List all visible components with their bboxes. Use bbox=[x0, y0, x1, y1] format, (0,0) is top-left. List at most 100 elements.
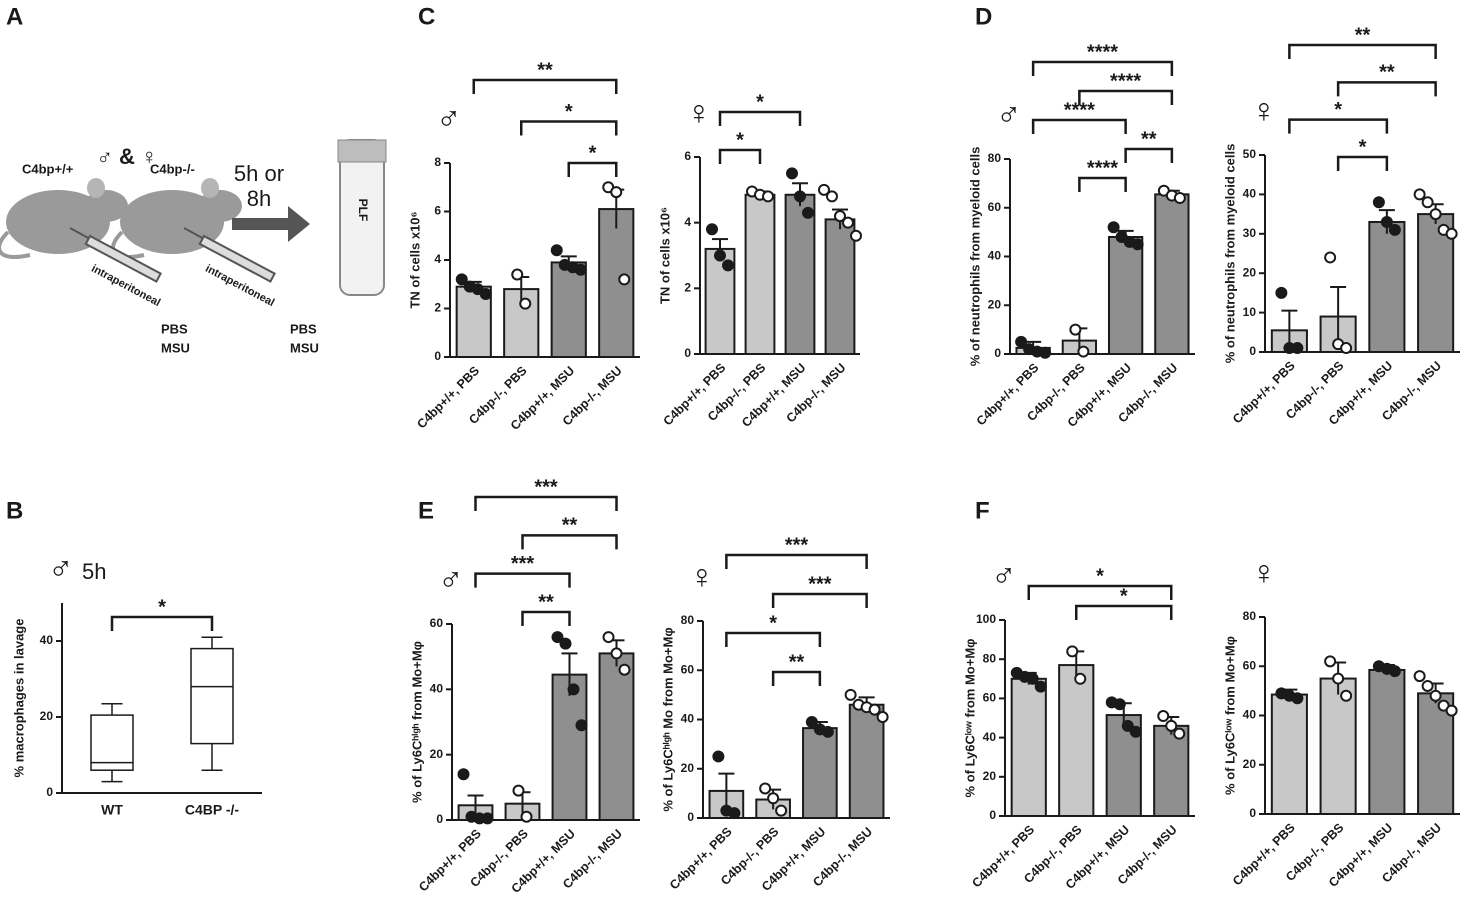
y-tick-label: 4 bbox=[684, 215, 691, 229]
data-point bbox=[805, 715, 818, 728]
data-point bbox=[511, 268, 524, 281]
time: 5h or bbox=[234, 161, 284, 186]
y-tick-label: 20 bbox=[983, 769, 997, 783]
y-tick-label: 40 bbox=[1243, 187, 1257, 201]
significance-label: *** bbox=[808, 573, 832, 595]
data-point bbox=[1034, 680, 1047, 693]
y-tick-label: 60 bbox=[430, 616, 444, 630]
data-point bbox=[457, 768, 470, 781]
significance-label: ** bbox=[562, 515, 578, 537]
y-tick-label: 20 bbox=[681, 761, 695, 775]
bar bbox=[1107, 236, 1144, 355]
panel-label: D bbox=[975, 3, 992, 30]
significance-bracket bbox=[1288, 43, 1437, 59]
y-tick-label: 0 bbox=[436, 812, 443, 826]
y-tick-label: 0 bbox=[1249, 344, 1256, 358]
significance-label: ** bbox=[537, 59, 553, 81]
tube-cap bbox=[337, 139, 387, 163]
data-point bbox=[512, 784, 525, 797]
x-tick-label: C4BP -/- bbox=[185, 802, 240, 818]
data-point bbox=[1129, 725, 1142, 738]
data-point bbox=[618, 663, 631, 676]
data-point bbox=[1113, 698, 1126, 711]
panel-label: C bbox=[418, 3, 435, 30]
y-tick-label: 60 bbox=[681, 662, 695, 676]
panel-label: B bbox=[6, 497, 23, 524]
significance-bracket bbox=[1288, 118, 1389, 134]
y-tick-label: 60 bbox=[983, 691, 997, 705]
y-tick-label: 0 bbox=[994, 346, 1001, 360]
data-point bbox=[794, 190, 806, 203]
bar bbox=[1417, 213, 1455, 353]
data-point bbox=[1388, 223, 1401, 236]
significance-label: *** bbox=[785, 534, 809, 556]
data-point bbox=[1332, 672, 1345, 685]
significance-bracket bbox=[521, 610, 571, 626]
y-axis-label: % of Ly6Cʰⁱᵍʰ Mo from Mo+Mφ bbox=[660, 627, 675, 811]
significance-label: **** bbox=[1110, 70, 1141, 92]
data-point bbox=[1066, 645, 1079, 658]
y-tick-label: 6 bbox=[684, 149, 691, 163]
significance-label: **** bbox=[1087, 41, 1118, 63]
y-tick-label: 6 bbox=[434, 204, 441, 218]
y-tick-label: 0 bbox=[684, 346, 691, 360]
data-point bbox=[520, 810, 533, 823]
y-tick-label: 80 bbox=[681, 613, 695, 627]
data-point bbox=[1421, 679, 1434, 692]
significance-bracket bbox=[1336, 155, 1389, 171]
y-tick-label: 50 bbox=[1243, 147, 1257, 161]
y-tick-label: 60 bbox=[988, 200, 1002, 214]
data-point bbox=[1380, 215, 1393, 228]
data-point bbox=[1026, 672, 1039, 685]
data-point bbox=[1275, 286, 1288, 299]
significance-bracket bbox=[567, 161, 618, 177]
data-point bbox=[1429, 208, 1442, 221]
data-point bbox=[519, 297, 532, 310]
significance-bracket bbox=[474, 572, 571, 588]
significance-label: * bbox=[1120, 585, 1128, 607]
y-tick-label: 20 bbox=[1243, 757, 1257, 771]
significance-bracket bbox=[1031, 118, 1127, 134]
panel-label: F bbox=[975, 497, 990, 524]
significance-bracket bbox=[474, 495, 618, 511]
significance-bracket bbox=[1336, 81, 1437, 97]
treatment: PBS bbox=[161, 321, 188, 336]
data-point bbox=[786, 167, 798, 180]
data-point bbox=[575, 719, 588, 732]
strain: C4bp-/- bbox=[150, 161, 195, 176]
bar bbox=[1368, 220, 1406, 353]
data-point bbox=[844, 688, 857, 701]
data-point bbox=[610, 186, 623, 199]
y-tick-label: 0 bbox=[1249, 806, 1256, 820]
y-tick-label: 0 bbox=[46, 785, 53, 799]
data-point bbox=[706, 223, 718, 236]
significance-bracket bbox=[718, 148, 762, 164]
y-tick-label: 40 bbox=[988, 249, 1002, 263]
bar bbox=[1010, 677, 1047, 817]
data-point bbox=[1388, 665, 1401, 678]
y-tick-label: 20 bbox=[430, 747, 444, 761]
y-tick-label: 10 bbox=[1243, 305, 1257, 319]
data-point bbox=[821, 725, 834, 738]
data-point bbox=[1340, 342, 1353, 355]
data-point bbox=[850, 229, 862, 242]
y-axis-label: % of Ly6Cˡᵒʷ from Mo+Mφ bbox=[962, 639, 977, 798]
data-point bbox=[818, 183, 830, 196]
bar bbox=[1368, 668, 1406, 815]
bar bbox=[1153, 724, 1190, 818]
significance-bracket bbox=[771, 592, 868, 608]
mouse bbox=[0, 178, 128, 259]
bar bbox=[598, 652, 635, 822]
significance-label: * bbox=[1359, 136, 1367, 158]
y-tick-label: 0 bbox=[687, 810, 694, 824]
y-tick-label: 0 bbox=[434, 349, 441, 363]
significance-label: **** bbox=[1087, 157, 1118, 179]
y-tick-label: 80 bbox=[988, 151, 1002, 165]
significance-bracket bbox=[725, 553, 868, 569]
data-point bbox=[714, 249, 726, 262]
significance-bracket bbox=[1078, 176, 1127, 192]
data-point bbox=[1069, 323, 1082, 336]
data-point bbox=[722, 259, 734, 272]
data-point bbox=[868, 703, 881, 716]
